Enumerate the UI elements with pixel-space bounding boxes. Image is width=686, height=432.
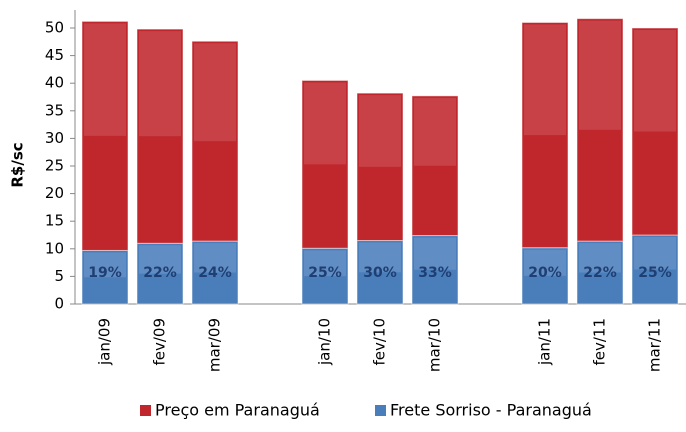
bar-segment bbox=[356, 92, 404, 242]
x-tick-label: fev/11 bbox=[591, 318, 609, 366]
bar-highlight bbox=[579, 20, 621, 130]
share-label: 25% bbox=[308, 265, 342, 281]
x-tick-label: fev/10 bbox=[371, 318, 389, 366]
x-tick-label: jan/11 bbox=[536, 318, 554, 366]
bar-highlight bbox=[304, 82, 346, 165]
bar-segment bbox=[631, 27, 679, 236]
x-tick-label: mar/11 bbox=[646, 318, 664, 372]
y-tick-label: 30 bbox=[45, 129, 64, 147]
bar-highlight bbox=[579, 243, 621, 273]
share-label: 30% bbox=[363, 265, 397, 281]
y-tick-label: 5 bbox=[54, 267, 64, 285]
legend-label: Preço em Paranaguá bbox=[155, 401, 320, 420]
share-label: 33% bbox=[418, 265, 452, 281]
bar-highlight bbox=[194, 243, 236, 273]
legend-swatch bbox=[375, 405, 386, 416]
bar-highlight bbox=[84, 23, 126, 136]
x-tick-label: mar/09 bbox=[206, 318, 224, 372]
bar-highlight bbox=[139, 245, 181, 274]
y-tick-label: 45 bbox=[45, 46, 64, 64]
bar-segment bbox=[81, 249, 129, 305]
bar-segment bbox=[356, 240, 404, 305]
y-tick-label: 50 bbox=[45, 19, 64, 37]
bar-segment bbox=[301, 79, 349, 249]
x-tick-label: fev/09 bbox=[151, 318, 169, 366]
bar-highlight bbox=[634, 30, 676, 132]
y-tick-label: 25 bbox=[45, 157, 64, 175]
bar-segment bbox=[521, 247, 569, 305]
share-label: 22% bbox=[143, 265, 177, 281]
bar-segment bbox=[631, 234, 679, 305]
share-label: 19% bbox=[88, 265, 122, 281]
share-label: 25% bbox=[638, 265, 672, 281]
bar-highlight bbox=[524, 24, 566, 136]
bar-highlight bbox=[139, 31, 181, 137]
y-tick-label: 0 bbox=[54, 295, 64, 313]
bar-segment bbox=[521, 21, 569, 249]
bar-segment bbox=[136, 242, 184, 305]
bar-segment bbox=[576, 240, 624, 305]
y-tick-label: 40 bbox=[45, 74, 64, 92]
bar-highlight bbox=[359, 242, 401, 273]
bar-segment bbox=[136, 28, 184, 244]
legend-swatch bbox=[140, 405, 151, 416]
bar-highlight bbox=[84, 252, 126, 278]
bar-highlight bbox=[524, 249, 566, 276]
share-label: 20% bbox=[528, 265, 562, 281]
share-label: 22% bbox=[583, 265, 617, 281]
y-tick-label: 15 bbox=[45, 212, 64, 230]
bar-highlight bbox=[304, 250, 346, 277]
bar-highlight bbox=[414, 97, 456, 166]
x-tick-label: jan/09 bbox=[96, 318, 114, 366]
bar-segment bbox=[411, 235, 459, 305]
x-tick-label: jan/10 bbox=[316, 318, 334, 366]
bar-highlight bbox=[359, 95, 401, 167]
bar-segment bbox=[81, 20, 129, 251]
share-label: 24% bbox=[198, 265, 232, 281]
bar-highlight bbox=[194, 43, 236, 142]
y-axis-title: R$/sc bbox=[9, 142, 27, 187]
bar-segment bbox=[411, 95, 459, 237]
y-tick-label: 35 bbox=[45, 101, 64, 119]
bar-segment bbox=[191, 240, 239, 305]
bar-segment bbox=[191, 40, 239, 242]
x-tick-label: mar/10 bbox=[426, 318, 444, 372]
legend-label: Frete Sorriso - Paranaguá bbox=[390, 401, 592, 420]
bar-segment bbox=[301, 247, 349, 305]
bar-highlight bbox=[634, 237, 676, 270]
bar-segment bbox=[576, 18, 624, 242]
bar-highlight bbox=[414, 237, 456, 270]
y-tick-label: 20 bbox=[45, 184, 64, 202]
y-tick-label: 10 bbox=[45, 239, 64, 257]
